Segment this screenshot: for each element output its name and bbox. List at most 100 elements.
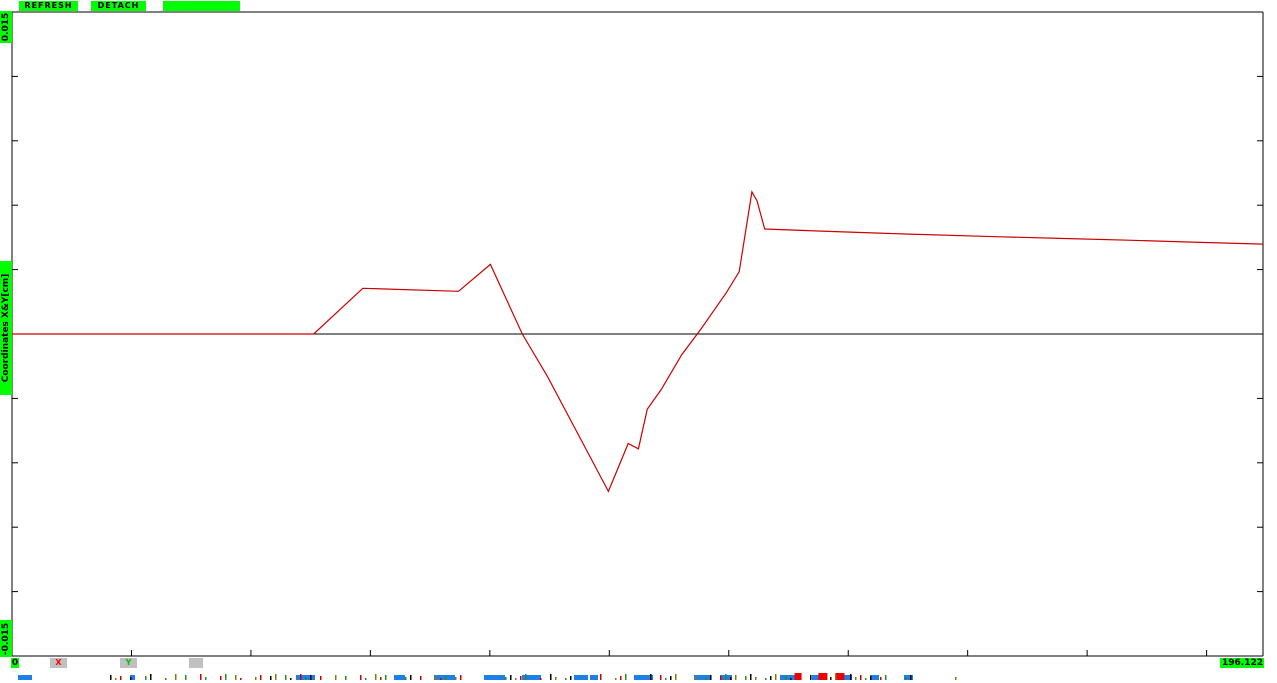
event-tick: [290, 678, 292, 680]
event-tick: [525, 674, 527, 680]
detach-button[interactable]: DETACH: [91, 1, 146, 11]
event-tick: [255, 677, 257, 680]
event-block-blue: [812, 675, 824, 680]
event-tick: [185, 675, 187, 680]
series-y-toggle[interactable]: Y: [120, 658, 137, 668]
event-tick: [725, 674, 727, 680]
event-block-blue: [904, 675, 913, 680]
event-tick: [410, 675, 412, 680]
y-axis-max-text: 0.015: [1, 12, 11, 42]
event-tick: [855, 677, 857, 680]
event-tick: [200, 674, 202, 680]
event-tick: [705, 677, 707, 680]
event-block-blue: [130, 675, 135, 680]
event-tick: [810, 675, 812, 680]
series-x-toggle[interactable]: X: [50, 658, 67, 668]
event-block-red: [835, 673, 845, 680]
event-tick: [240, 678, 242, 680]
event-tick: [840, 678, 842, 680]
event-tick: [600, 674, 602, 680]
event-block-blue: [870, 675, 879, 680]
event-tick: [305, 677, 307, 680]
y-axis-title: Coordinates X&Y[cm]: [0, 261, 12, 395]
event-tick: [765, 678, 767, 680]
event-block-blue: [634, 675, 653, 680]
event-tick: [205, 677, 207, 680]
event-tick: [775, 674, 777, 680]
event-tick: [285, 675, 287, 680]
series-line-x: [12, 190, 1264, 493]
event-tick: [220, 676, 222, 680]
event-tick: [745, 676, 747, 680]
event-tick: [435, 675, 437, 680]
event-tick: [175, 674, 177, 680]
event-tick: [270, 676, 272, 680]
event-tick: [150, 674, 152, 680]
event-tick: [420, 676, 422, 680]
event-tick: [570, 676, 572, 680]
event-tick: [310, 675, 312, 680]
y-axis-min-text: -0.015: [1, 622, 11, 655]
event-tick: [720, 676, 722, 680]
event-tick: [885, 675, 887, 680]
event-tick: [860, 675, 862, 680]
event-tick: [130, 677, 132, 680]
event-tick: [615, 678, 617, 680]
event-tick: [880, 677, 882, 680]
event-block-blue: [780, 675, 795, 680]
event-block-blue: [522, 675, 541, 680]
event-tick: [405, 677, 407, 680]
event-tick: [710, 675, 712, 680]
refresh-button[interactable]: REFRESH: [19, 1, 78, 11]
event-block-blue: [694, 675, 710, 680]
event-tick: [520, 676, 522, 680]
event-tick: [335, 675, 337, 680]
event-tick: [345, 676, 347, 680]
event-tick: [625, 674, 627, 680]
event-tick: [385, 675, 387, 680]
event-tick: [375, 674, 377, 680]
event-tick: [565, 678, 567, 680]
event-tick: [785, 675, 787, 680]
event-block-blue: [484, 675, 505, 680]
unlabeled-green-button[interactable]: [163, 1, 240, 11]
event-tick: [730, 677, 732, 680]
event-tick: [540, 678, 542, 680]
event-tick: [300, 674, 302, 680]
event-tick: [865, 678, 867, 680]
event-block-blue: [394, 675, 405, 680]
y-axis-min-label: -0.015: [0, 620, 12, 657]
event-tick: [835, 675, 837, 680]
event-block-red: [818, 673, 828, 680]
event-tick: [515, 678, 517, 680]
event-tick: [510, 675, 512, 680]
event-tick: [120, 676, 122, 680]
event-tick: [550, 674, 552, 680]
event-tick: [755, 677, 757, 680]
event-tick: [555, 677, 557, 680]
series-third-toggle[interactable]: [189, 658, 203, 668]
event-tick: [910, 675, 912, 680]
event-tick: [115, 678, 117, 680]
event-tick: [665, 678, 667, 680]
event-tick: [770, 676, 772, 680]
event-block-blue: [844, 675, 852, 680]
event-tick: [235, 675, 237, 680]
event-tick: [620, 676, 622, 680]
event-tick: [445, 676, 447, 680]
event-tick: [695, 676, 697, 680]
event-tick: [650, 674, 652, 680]
event-tick: [460, 675, 462, 680]
y-axis-max-label: 0.015: [0, 11, 12, 43]
event-tick: [365, 678, 367, 680]
event-tick: [790, 678, 792, 680]
event-tick: [260, 675, 262, 680]
event-tick: [225, 674, 227, 680]
event-block-blue: [434, 675, 455, 680]
event-tick: [380, 677, 382, 680]
event-tick: [110, 675, 112, 680]
event-tick: [670, 676, 672, 680]
event-tick: [735, 675, 737, 680]
event-tick: [320, 676, 322, 680]
x-axis-max-label: 196.122: [1220, 658, 1264, 668]
